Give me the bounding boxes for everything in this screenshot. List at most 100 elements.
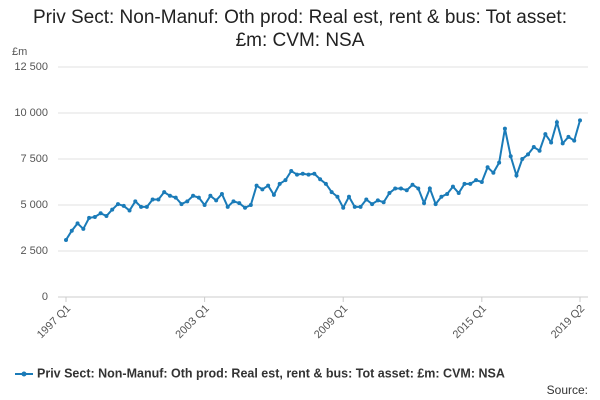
point [514, 173, 519, 178]
point [318, 177, 323, 182]
point [531, 145, 536, 150]
point [225, 204, 230, 209]
x-tick-label: 2009 Q1 [312, 303, 350, 341]
point [75, 221, 80, 226]
point [144, 204, 149, 209]
point [416, 186, 421, 191]
point [173, 195, 178, 200]
point [352, 204, 357, 209]
y-tick-label: 0 [42, 291, 48, 303]
point [312, 171, 317, 176]
point [578, 118, 582, 123]
point [300, 171, 305, 176]
point [439, 194, 444, 199]
point [277, 181, 282, 186]
point [248, 203, 253, 207]
point [497, 160, 502, 165]
point [150, 197, 155, 202]
point [121, 203, 126, 208]
point [346, 194, 351, 199]
point [87, 215, 92, 220]
point [208, 193, 213, 198]
line [65, 118, 581, 241]
legend-marker [21, 371, 27, 377]
point [381, 200, 386, 205]
point [254, 183, 259, 188]
point [433, 202, 438, 207]
source: Source: [547, 383, 588, 397]
point [139, 204, 144, 209]
point [110, 207, 115, 212]
point [214, 198, 219, 203]
x-tick-label: 2003 Q1 [173, 303, 211, 341]
point [398, 186, 403, 191]
point [69, 228, 74, 233]
point [393, 186, 398, 191]
point [191, 193, 196, 198]
point [549, 140, 554, 145]
point [127, 208, 132, 213]
point [485, 165, 490, 170]
point [370, 202, 375, 207]
point [358, 204, 363, 209]
x-tick-label: 1997 Q1 [35, 303, 73, 341]
point [81, 226, 86, 231]
point [479, 180, 484, 184]
point [456, 191, 461, 196]
point [427, 186, 432, 191]
point [526, 152, 531, 157]
point [179, 202, 184, 207]
point [508, 154, 513, 159]
point [185, 199, 190, 204]
point [104, 214, 109, 219]
point [295, 172, 300, 177]
point [387, 191, 392, 196]
point [491, 170, 496, 175]
point [92, 214, 97, 219]
point [364, 197, 369, 202]
point [98, 211, 103, 216]
point [422, 201, 427, 206]
point [445, 191, 450, 196]
point [243, 205, 248, 210]
chart-title: Priv Sect: Non-Manuf: Oth prod: Real est… [32, 7, 567, 51]
y-tick-label: 10 000 [14, 107, 48, 119]
point [450, 184, 455, 189]
point [231, 199, 236, 204]
point [329, 190, 334, 195]
x-tick-label: 2019 Q2 [549, 303, 587, 341]
point [306, 172, 311, 177]
point [237, 201, 242, 206]
point [566, 134, 571, 139]
y-tick-label: 12 500 [14, 61, 48, 73]
point [404, 188, 409, 193]
point [543, 132, 548, 137]
y-axis-unit: £m [12, 46, 27, 58]
y-tick-label: 5 000 [20, 199, 48, 211]
point [502, 126, 507, 131]
point [537, 148, 542, 153]
point [202, 203, 207, 207]
point [167, 193, 172, 198]
point [271, 192, 276, 197]
point [266, 183, 271, 188]
point [341, 205, 346, 210]
point [156, 197, 161, 202]
point [133, 199, 138, 204]
point [260, 187, 265, 192]
point [64, 237, 68, 242]
point [468, 181, 473, 186]
point [572, 138, 577, 143]
x-tick-label: 2015 Q1 [451, 303, 489, 341]
point [196, 195, 201, 200]
point [410, 182, 415, 187]
y-tick-label: 7 500 [20, 153, 48, 165]
point [554, 120, 559, 125]
point [474, 178, 479, 183]
point [375, 198, 380, 203]
point [283, 178, 288, 183]
point [335, 194, 340, 199]
point [520, 157, 525, 161]
point [115, 202, 120, 207]
